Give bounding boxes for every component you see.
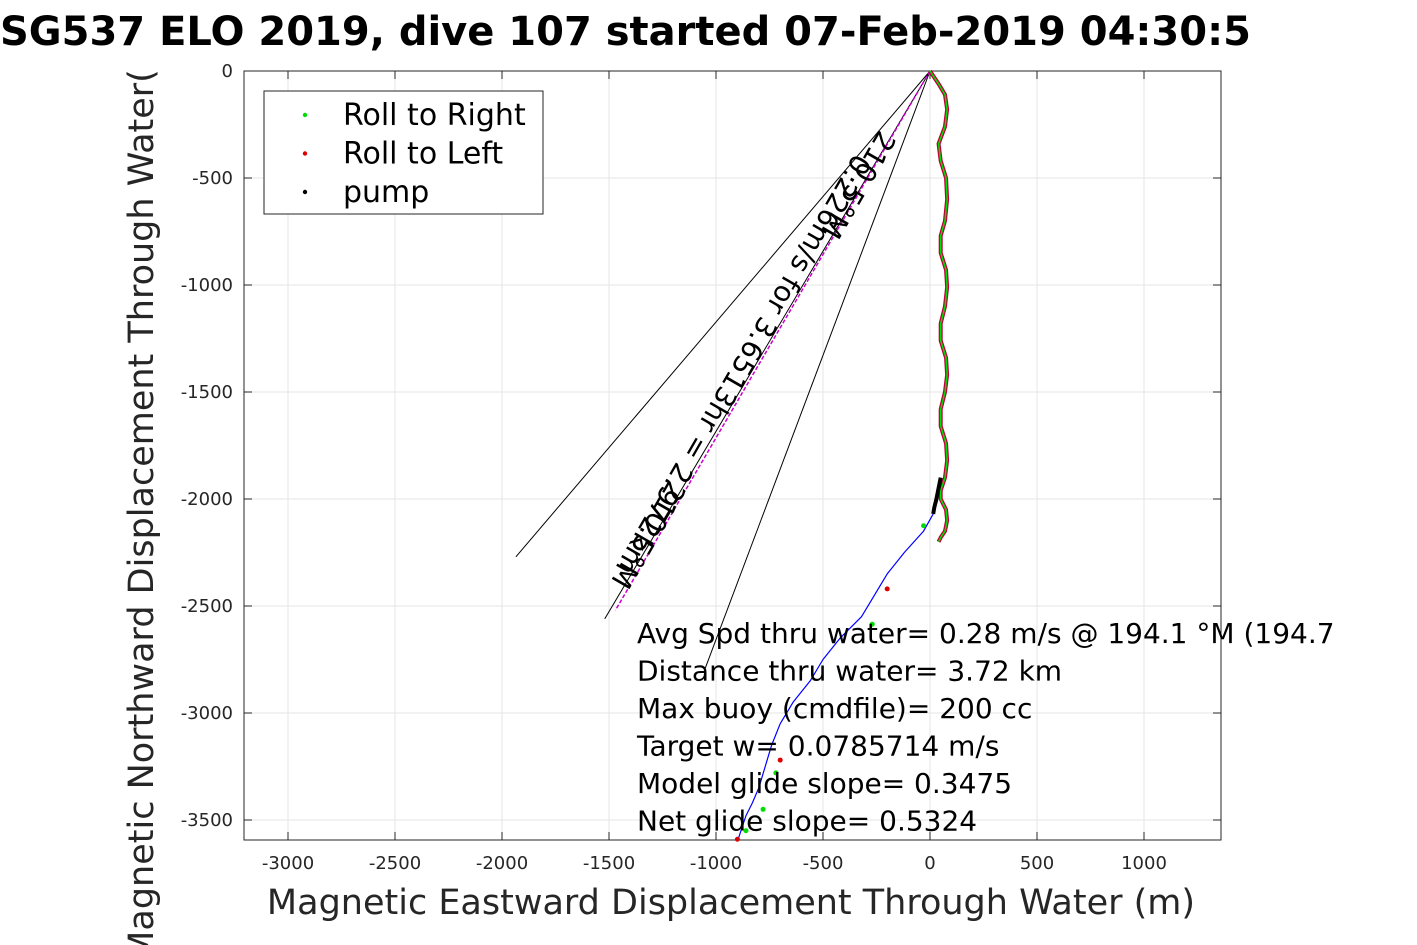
annotation-line: Model glide slope= 0.3475 (637, 767, 1012, 800)
roll-right-point (760, 806, 766, 812)
pump-track (931, 477, 943, 515)
rotated-labels: 210.5°M0.226m/s for 3.6513hr = 2.972km21… (604, 125, 902, 594)
ascent-track (736, 513, 934, 842)
legend-marker (302, 112, 308, 118)
y-tick-label: 0 (222, 61, 233, 82)
x-tick-label: -3000 (262, 853, 314, 874)
y-tick-label: -2000 (181, 489, 233, 510)
x-tick-label: -2500 (369, 853, 421, 874)
x-tick-label: -1500 (583, 853, 635, 874)
x-tick-label: -1000 (690, 853, 742, 874)
heading-label: 210.5°M (814, 125, 902, 244)
roll-left-point (734, 836, 740, 842)
y-axis-label: Magnetic Northward Displacement Through … (122, 69, 162, 945)
roll-right-point (921, 523, 927, 529)
legend-label: Roll to Left (343, 137, 503, 172)
y-tick-label: -1000 (181, 275, 233, 296)
x-tick-label: -500 (803, 853, 844, 874)
annotation-line: Net glide slope= 0.5324 (637, 805, 977, 838)
annotation-line: Distance thru water= 3.72 km (637, 655, 1062, 688)
roll-left-point (884, 586, 890, 592)
direction-line (604, 70, 931, 620)
axes-box (243, 70, 1222, 841)
y-tick-label: -3500 (181, 810, 233, 831)
roll-right-point (869, 621, 875, 627)
legend-marker (302, 151, 308, 156)
legend-label: Roll to Right (343, 98, 526, 133)
descent-track-right-roll (929, 70, 948, 543)
annotation-block: Avg Spd thru water= 0.28 m/s @ 194.1 °M … (636, 617, 1335, 838)
annotation-line: Max buoy (cmdfile)= 200 cc (637, 692, 1032, 725)
y-tick-label: -2500 (181, 596, 233, 617)
direction-line (704, 70, 931, 669)
legend-label: pump (343, 175, 429, 210)
annotation-line: Avg Spd thru water= 0.28 m/s @ 194.1 °M … (637, 617, 1335, 650)
x-tick-label: 1000 (1121, 853, 1167, 874)
roll-right-point (743, 828, 749, 834)
mean-heading-line (614, 70, 931, 611)
legend-box (263, 90, 544, 215)
y-tick-label: -500 (192, 168, 233, 189)
roll-right-point (773, 770, 779, 776)
x-tick-label: 500 (1020, 853, 1054, 874)
glider-tracks (736, 69, 950, 842)
data-points (734, 523, 927, 842)
roll-left-point (777, 757, 783, 763)
x-tick-label: -2000 (476, 853, 528, 874)
x-axis-label: Magnetic Eastward Displacement Through W… (267, 883, 1195, 923)
direction-lines (515, 70, 931, 669)
chart-title: SG537 ELO 2019, dive 107 started 07-Feb-… (0, 9, 1251, 55)
direction-line (515, 70, 931, 558)
legend-marker (302, 189, 308, 195)
y-tick-labels: 0 -500 -1000 -1500 -2000 -2500 -3000 -3500 (181, 61, 233, 831)
x-tick-label: 0 (924, 853, 935, 874)
y-tick-label: -3000 (181, 703, 233, 724)
annotation-line: Target w= 0.0785714 m/s (636, 730, 999, 763)
y-tick-label: -1500 (181, 382, 233, 403)
x-tick-labels: -3000 -2500 -2000 -1500 -1000 -500 0 500 1000 (262, 853, 1167, 874)
